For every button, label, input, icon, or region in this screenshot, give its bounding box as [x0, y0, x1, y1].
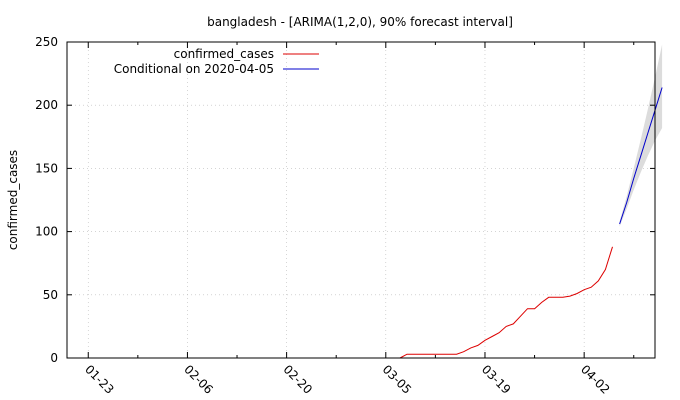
x-tick-label: 02-06: [181, 362, 216, 397]
x-tick-label: 03-05: [380, 362, 415, 397]
x-tick-label: 01-23: [82, 362, 117, 397]
legend-label-0: confirmed_cases: [174, 47, 274, 61]
y-tick-label: 0: [50, 351, 58, 365]
y-tick-label: 250: [35, 35, 58, 49]
forecast-interval: [619, 44, 663, 227]
y-axis-label: confirmed_cases: [6, 150, 20, 250]
x-tick-label: 03-19: [479, 362, 514, 397]
x-tick-label: 02-20: [280, 362, 315, 397]
x-tick-label: 04-02: [578, 362, 613, 397]
series-line-1: [619, 87, 663, 225]
chart-title: bangladesh - [ARIMA(1,2,0), 90% forecast…: [207, 15, 513, 29]
legend-label-1: Conditional on 2020-04-05: [114, 62, 274, 76]
y-tick-label: 200: [35, 98, 58, 112]
y-tick-label: 100: [35, 225, 58, 239]
y-tick-label: 50: [43, 288, 58, 302]
y-tick-label: 150: [35, 161, 58, 175]
series-line-0: [399, 246, 613, 359]
series-lines: [399, 87, 663, 359]
forecast-interval-band: [619, 44, 663, 227]
grid-lines: [67, 42, 655, 358]
axes: 0 50 100 150 200 250 01-23 02-06 02-20 03-05 03-19…: [35, 35, 656, 397]
plot-frame: [66, 41, 656, 359]
